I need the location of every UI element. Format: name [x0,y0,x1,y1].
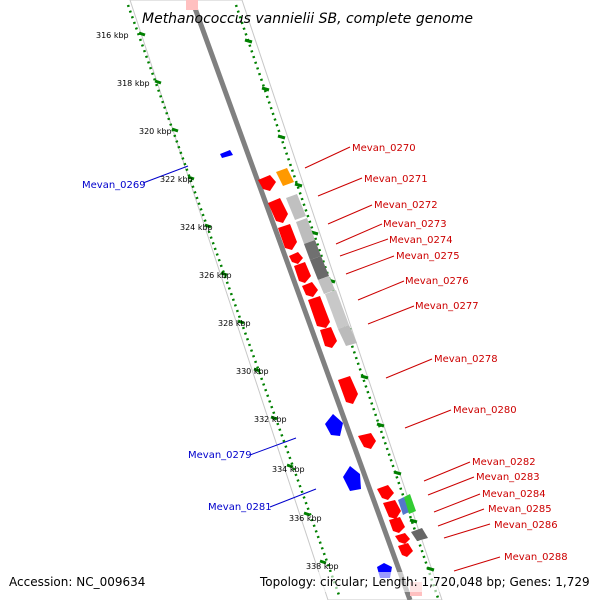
gene-label-mevan-0285[interactable]: Mevan_0285 [488,504,552,515]
gene-mevan-0275[interactable] [294,262,311,283]
feature-grey-4[interactable] [310,256,329,280]
tick-label: 322 kbp [160,175,193,184]
gene-label-mevan-0277[interactable]: Mevan_0277 [415,301,479,312]
gene-label-mevan-0276[interactable]: Mevan_0276 [405,276,469,287]
tick-label: 316 kbp [96,31,129,40]
feature-blocks [276,168,428,541]
gene-mevan-0270[interactable] [258,175,276,191]
tick-label: 318 kbp [117,79,150,88]
gene-mevan-0277[interactable] [308,296,330,328]
tick-label: 332 kbp [254,415,287,424]
gene-label-mevan-0274[interactable]: Mevan_0274 [389,235,453,246]
gene-label-mevan-0286[interactable]: Mevan_0286 [494,520,558,531]
tick-label: 320 kbp [139,127,172,136]
gene-mevan-0281[interactable] [343,466,361,491]
gene-mevan-0278[interactable] [338,376,358,404]
backbone [189,0,413,600]
reverse-genes [220,150,392,578]
gene-mevan-0283[interactable] [383,500,401,519]
tick-labels: 316 kbp 318 kbp 320 kbp 322 kbp 324 kbp … [96,31,339,571]
feature-grey-2[interactable] [296,218,315,244]
tick-label: 330 kbp [236,367,269,376]
gene-label-mevan-0275[interactable]: Mevan_0275 [396,251,460,262]
gene-label-mevan-0271[interactable]: Mevan_0271 [364,174,428,185]
feature-orange[interactable] [276,168,294,186]
tick-label: 338 kbp [306,562,339,571]
tick-label: 324 kbp [180,223,213,232]
gene-mevan-0280[interactable] [358,433,376,449]
gene-label-mevan-0272[interactable]: Mevan_0272 [374,200,438,211]
feature-green[interactable] [404,494,416,514]
gene-mevan-0269[interactable] [220,150,233,158]
tick-label: 334 kbp [272,465,305,474]
footer-backdrop [258,572,594,592]
gene-label-mevan-0278[interactable]: Mevan_0278 [434,354,498,365]
forward-genes [258,175,413,557]
gene-label-mevan-0288[interactable]: Mevan_0288 [504,552,568,563]
gene-mevan-0276[interactable] [302,282,318,297]
gene-label-mevan-0273[interactable]: Mevan_0273 [383,219,447,230]
gene-label-mevan-0281[interactable]: Mevan_0281 [208,502,272,513]
major-ticks [138,31,435,572]
gene-mevan-0273[interactable] [278,224,297,250]
feature-grey-5[interactable] [318,276,335,294]
gene-mevan-0274[interactable] [289,252,303,264]
gene-mevan-0282[interactable] [377,485,394,500]
gene-label-mevan-0284[interactable]: Mevan_0284 [482,489,546,500]
feature-grey-3[interactable] [304,240,321,260]
accession-text: Accession: NC_009634 [9,575,145,589]
gene-label-mevan-0269[interactable]: Mevan_0269 [82,180,146,191]
gene-label-mevan-0270[interactable]: Mevan_0270 [352,143,416,154]
edge-marker-top [186,0,198,10]
feature-grey-7[interactable] [338,325,357,346]
gene-label-mevan-0280[interactable]: Mevan_0280 [453,405,517,416]
gene-mevan-0277b[interactable] [320,327,337,348]
gene-mevan-0284[interactable] [389,517,405,533]
tick-label: 328 kbp [218,319,251,328]
genome-title: Methanococcus vannielii SB, complete gen… [142,11,473,27]
summary-text: Topology: circular; Length: 1,720,048 bp… [259,575,590,589]
leader-lines [142,146,501,572]
gene-mevan-0272[interactable] [268,198,288,223]
gene-mevan-0285[interactable] [395,533,410,544]
tick-label: 336 kbp [289,514,322,523]
feature-grey-1[interactable] [286,194,306,220]
feature-grey-6[interactable] [325,290,349,329]
gene-mevan-0286[interactable] [398,543,413,557]
gene-label-mevan-0279[interactable]: Mevan_0279 [188,450,252,461]
map-band [129,0,443,600]
feature-dark-grey[interactable] [411,528,428,541]
gene-mevan-0279[interactable] [325,414,343,436]
gene-label-mevan-0283[interactable]: Mevan_0283 [476,472,540,483]
gene-label-mevan-0282[interactable]: Mevan_0282 [472,457,536,468]
gene-labels: Mevan_0269 Mevan_0270 Mevan_0271 Mevan_0… [82,143,568,563]
feature-blue[interactable] [398,497,409,515]
tick-label: 326 kbp [199,271,232,280]
